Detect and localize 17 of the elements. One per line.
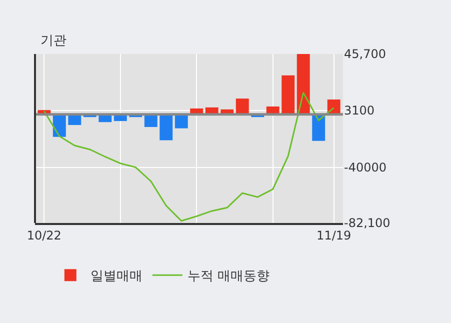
- bar: [160, 114, 173, 140]
- legend-label: 일별매매: [90, 269, 142, 284]
- line-series: [43, 92, 335, 222]
- legend-label: 누적 매매동향: [187, 269, 270, 284]
- bar: [144, 114, 158, 127]
- bar: [282, 75, 295, 114]
- chart-title: 기관: [40, 34, 67, 49]
- x-tick-label: 10/22: [26, 228, 62, 242]
- x-tick-label: 11/19: [316, 228, 352, 242]
- y-tick-label: -82,100: [344, 216, 390, 230]
- bar: [236, 98, 249, 114]
- y-tick-label: 3100: [344, 104, 375, 118]
- bar: [174, 114, 188, 128]
- y-tick-label: 45,700: [344, 47, 386, 62]
- bar: [296, 54, 310, 114]
- bar: [68, 114, 82, 126]
- y-tick-label: -40000: [344, 160, 387, 175]
